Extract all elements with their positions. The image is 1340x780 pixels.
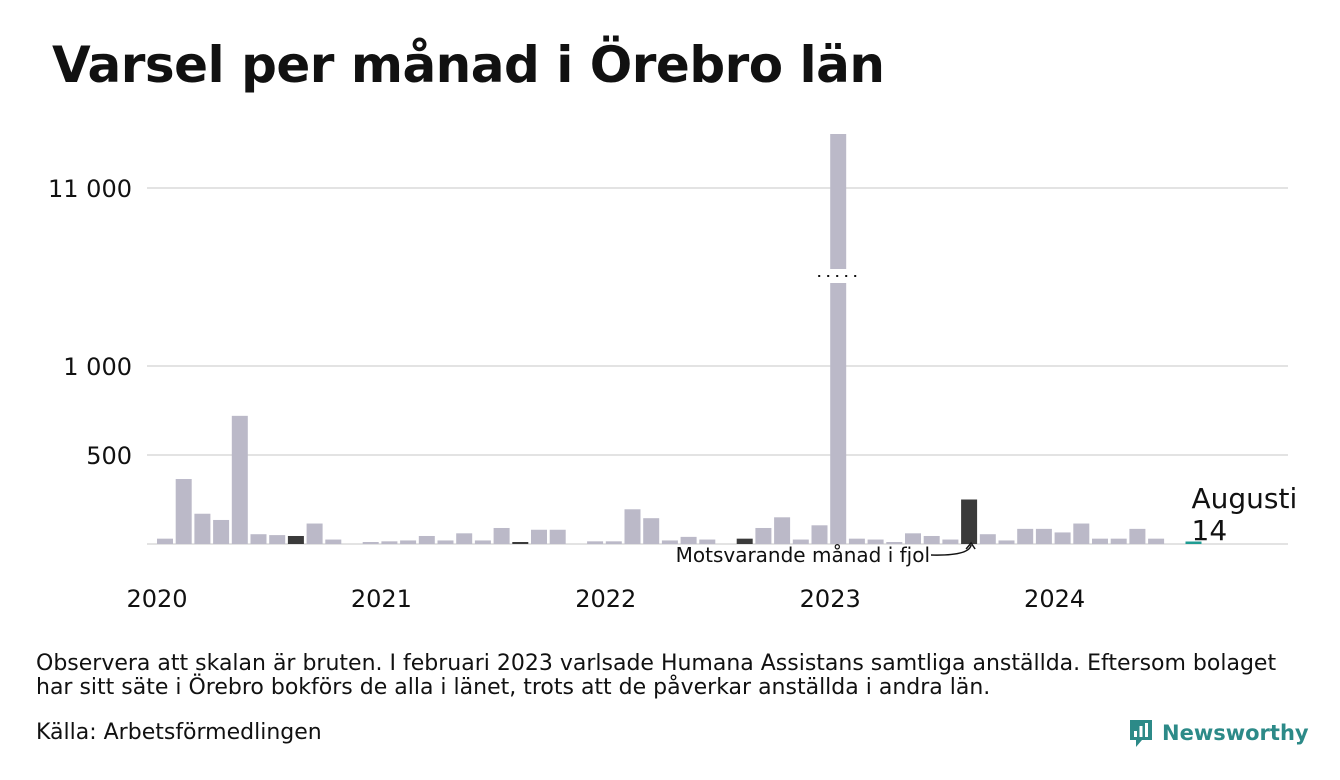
- x-axis-ticks: 2020 2021 2022 2023 2024: [126, 585, 1085, 613]
- y-tick-label: 1 000: [63, 353, 132, 381]
- latest-month-label: Augusti: [1192, 482, 1298, 515]
- bar: [194, 513, 211, 544]
- bar: [699, 539, 716, 544]
- bar: [624, 509, 641, 544]
- previous-year-annotation: Motsvarande månad i fjol: [676, 543, 930, 567]
- annotation-arrow: [930, 544, 972, 556]
- latest-value-label: 14: [1192, 514, 1228, 547]
- bar: [175, 479, 192, 544]
- bar: [1035, 528, 1052, 544]
- bar: [605, 541, 622, 544]
- bar: [213, 519, 230, 544]
- bar: [998, 540, 1015, 544]
- brand-name: Newsworthy: [1162, 721, 1309, 745]
- x-tick-label: 2021: [351, 585, 412, 613]
- bar: [512, 542, 529, 544]
- bar-chart-speech-bubble-icon: [1130, 720, 1152, 747]
- bar: [381, 541, 398, 544]
- footnote: Observera att skalan är bruten. I februa…: [36, 651, 1277, 700]
- bar: [418, 535, 435, 544]
- bars: [157, 134, 1202, 544]
- bar: [643, 518, 660, 544]
- source-credit: Källa: Arbetsförmedlingen: [36, 720, 322, 745]
- bar: [774, 517, 791, 544]
- bar: [306, 523, 323, 544]
- bar: [437, 540, 454, 544]
- bar: [1073, 523, 1090, 544]
- bar: [493, 527, 510, 544]
- bar: [867, 539, 884, 544]
- bar: [250, 534, 267, 544]
- x-tick-label: 2022: [575, 585, 636, 613]
- bar: [231, 415, 248, 544]
- bar: [830, 134, 847, 544]
- bar: [811, 525, 828, 544]
- y-tick-label: 11 000: [48, 175, 132, 203]
- bar: [1185, 541, 1202, 544]
- bar: [661, 540, 678, 544]
- bar: [1017, 528, 1034, 544]
- bar: [549, 529, 566, 544]
- bar: [456, 533, 473, 544]
- bar: [531, 529, 547, 544]
- bar: [923, 535, 940, 544]
- x-tick-label: 2020: [126, 585, 187, 613]
- bar: [400, 540, 417, 544]
- bar: [1129, 528, 1146, 544]
- bar: [474, 540, 491, 544]
- bar: [680, 536, 697, 544]
- bar: [362, 542, 379, 544]
- bar: [942, 539, 959, 544]
- bar: [755, 527, 772, 544]
- bar: [961, 499, 978, 544]
- bar: [287, 535, 304, 544]
- y-axis-ticks: 500 1 000 11 000: [48, 175, 132, 470]
- chart-title: Varsel per månad i Örebro län: [52, 36, 885, 94]
- y-tick-label: 500: [86, 442, 132, 470]
- x-tick-label: 2023: [800, 585, 861, 613]
- bar: [269, 535, 286, 544]
- x-tick-label: 2024: [1024, 585, 1085, 613]
- bar: [736, 538, 753, 544]
- bar-chart: 500 1 000 11 000 2020 2021 2022 2023 2024 Mots…: [48, 134, 1298, 613]
- bar: [1110, 538, 1127, 544]
- arrow-head-icon: [965, 541, 976, 550]
- bar: [587, 541, 604, 544]
- bar: [325, 539, 342, 544]
- brand-logo: Newsworthy: [1128, 716, 1309, 750]
- bar: [1092, 538, 1108, 544]
- bar: [1054, 532, 1071, 544]
- bar: [792, 539, 809, 544]
- bar: [979, 534, 996, 544]
- bar: [157, 538, 173, 544]
- bar: [905, 533, 921, 544]
- bar: [848, 538, 865, 544]
- gridlines: [147, 187, 1288, 545]
- bar: [886, 542, 903, 544]
- bar: [1148, 538, 1165, 544]
